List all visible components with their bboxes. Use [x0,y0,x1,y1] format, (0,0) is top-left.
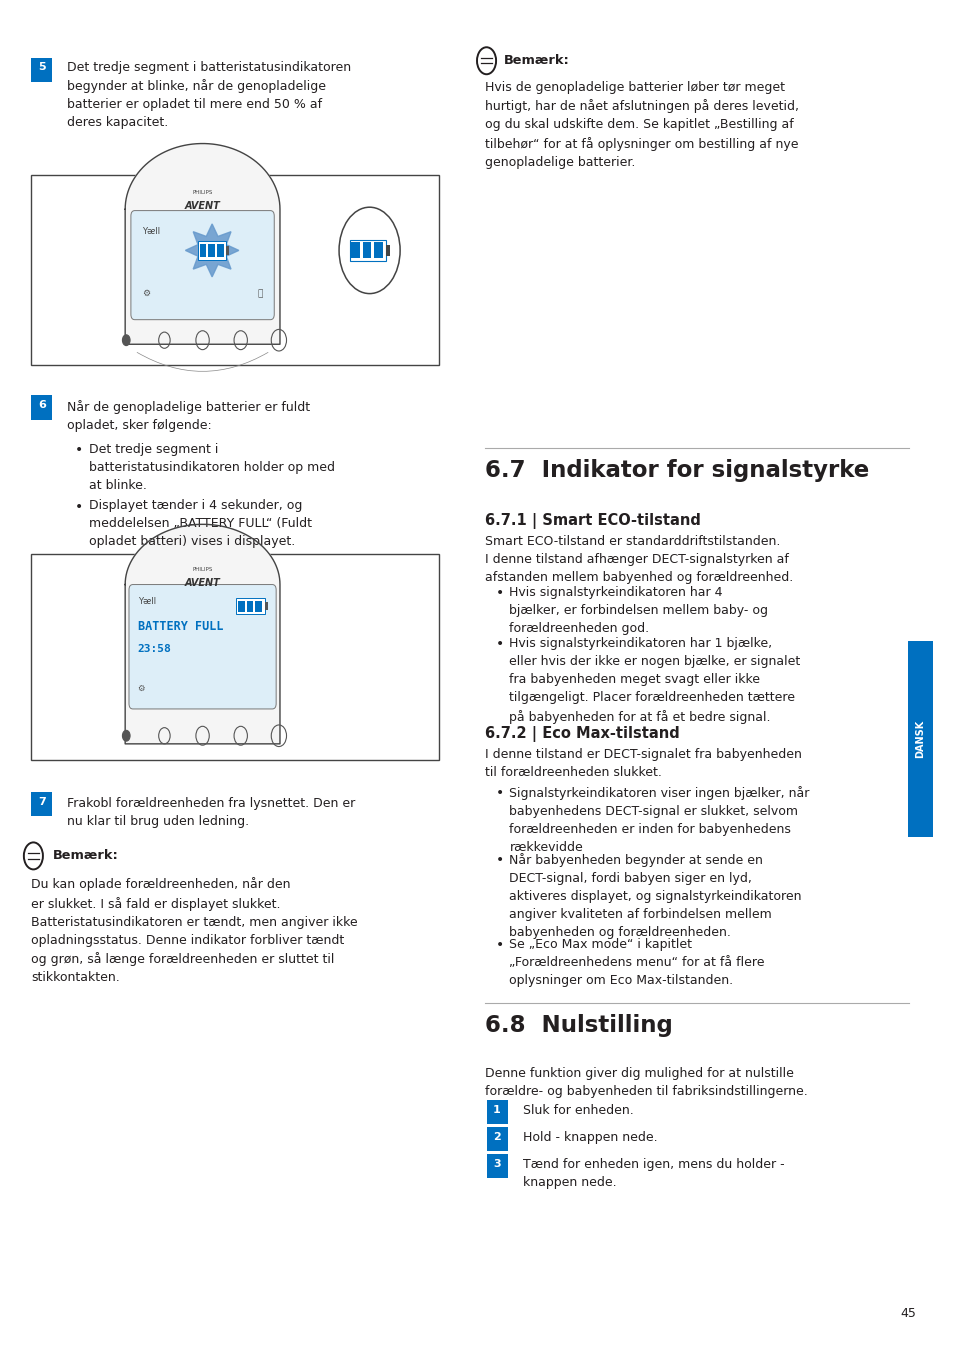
Text: Hold - knappen nede.: Hold - knappen nede. [522,1131,657,1145]
Text: 3: 3 [493,1158,500,1169]
Text: AVENT: AVENT [185,578,220,587]
Text: •: • [496,786,504,799]
FancyBboxPatch shape [31,58,52,82]
Text: •: • [75,443,84,456]
Text: Yᴂll: Yᴂll [137,597,155,606]
Text: •: • [496,586,504,599]
Bar [199,243,206,256]
Polygon shape [125,524,279,744]
Text: 1: 1 [493,1104,500,1115]
Bar [246,601,253,612]
Text: Smart ECO-tilstand er standarddriftstilstanden.
I denne tilstand afhænger DECT-s: Smart ECO-tilstand er standarddriftstils… [484,535,792,583]
Bar [254,601,261,612]
Text: 6: 6 [38,400,46,410]
Text: Det tredje segment i batteristatusindikatoren
begynder at blinke, når de genopla: Det tredje segment i batteristatusindika… [67,61,351,130]
FancyBboxPatch shape [486,1100,507,1125]
Bar [208,243,214,256]
Text: Du kan oplade forældreenheden, når den
er slukket. I så fald er displayet slukke: Du kan oplade forældreenheden, når den e… [31,878,357,984]
Bar [349,239,385,261]
FancyBboxPatch shape [31,396,52,420]
Text: Signalstyrkeindikatoren viser ingen bjælker, når
babyenhedens DECT-signal er slu: Signalstyrkeindikatoren viser ingen bjæl… [509,786,809,853]
Text: Se „Eco Max mode“ i kapitlet
„Forældreenhedens menu“ for at få flere
oplysninger: Se „Eco Max mode“ i kapitlet „Forældreen… [509,938,764,987]
Text: ⚙: ⚙ [137,683,145,693]
Bar [385,244,389,255]
Text: Yᴂll: Yᴂll [142,227,160,236]
Text: 6.8  Nulstilling: 6.8 Nulstilling [484,1014,672,1037]
Circle shape [122,730,130,741]
FancyBboxPatch shape [486,1127,507,1152]
Text: Hvis signalstyrkeindikatoren har 1 bjælke,
eller hvis der ikke er nogen bjælke, : Hvis signalstyrkeindikatoren har 1 bjælk… [509,637,800,724]
Text: Bemærk:: Bemærk: [503,54,569,68]
Bar [197,240,226,259]
Text: Bemærk:: Bemærk: [52,849,118,863]
Text: Tænd for enheden igen, mens du holder -
knappen nede.: Tænd for enheden igen, mens du holder - … [522,1158,783,1189]
Text: ⚙: ⚙ [142,289,151,298]
Text: Sluk for enheden.: Sluk for enheden. [522,1104,633,1118]
Text: Når babyenheden begynder at sende en
DECT-signal, fordi babyen siger en lyd,
akt: Når babyenheden begynder at sende en DEC… [509,853,801,940]
Text: 6.7.2 | Eco Max-tilstand: 6.7.2 | Eco Max-tilstand [484,726,679,743]
Text: Denne funktion giver dig mulighed for at nulstille
forældre- og babyenheden til : Denne funktion giver dig mulighed for at… [484,1066,806,1098]
Circle shape [122,335,130,346]
Bar [264,602,267,610]
Text: •: • [496,853,504,867]
Bar [31,554,438,760]
Text: 45: 45 [899,1307,915,1320]
Text: 6.7  Indikator for signalstyrke: 6.7 Indikator for signalstyrke [484,459,868,482]
Text: DANSK: DANSK [915,720,924,759]
FancyBboxPatch shape [129,585,275,709]
Text: PHILIPS: PHILIPS [193,567,213,572]
Text: 5: 5 [38,62,46,73]
Bar [362,242,371,258]
Text: •: • [496,637,504,651]
Bar [374,242,382,258]
Bar [216,243,223,256]
Text: Displayet tænder i 4 sekunder, og
meddelelsen „BATTERY FULL“ (Fuldt
opladet batt: Displayet tænder i 4 sekunder, og meddel… [89,500,312,548]
Text: AVENT: AVENT [185,201,220,211]
Text: •: • [496,938,504,952]
Text: 23:58: 23:58 [137,644,172,653]
FancyBboxPatch shape [131,211,274,320]
Bar [237,601,244,612]
Text: Hvis signalstyrkeindikatoren har 4
bjælker, er forbindelsen mellem baby- og
foræ: Hvis signalstyrkeindikatoren har 4 bjælk… [509,586,767,634]
Text: 7: 7 [38,796,46,807]
Text: ⏻: ⏻ [257,289,262,298]
FancyBboxPatch shape [486,1154,507,1179]
Text: 6.7.1 | Smart ECO-tilstand: 6.7.1 | Smart ECO-tilstand [484,513,700,529]
Text: BATTERY FULL: BATTERY FULL [137,620,223,633]
Text: Når de genopladelige batterier er fuldt
opladet, sker følgende:: Når de genopladelige batterier er fuldt … [67,400,310,432]
Text: Hvis de genopladelige batterier løber tør meget
hurtigt, har de nået afslutninge: Hvis de genopladelige batterier løber tø… [484,81,798,169]
Bar [351,242,359,258]
Text: Frakobl forældreenheden fra lysnettet. Den er
nu klar til brug uden ledning.: Frakobl forældreenheden fra lysnettet. D… [67,796,355,828]
Polygon shape [125,143,279,344]
FancyBboxPatch shape [31,792,52,817]
Text: I denne tilstand er DECT-signalet fra babyenheden
til forældreenheden slukket.: I denne tilstand er DECT-signalet fra ba… [484,748,801,779]
Bar [31,176,438,364]
Text: Det tredje segment i
batteristatusindikatoren holder op med
at blinke.: Det tredje segment i batteristatusindika… [89,443,335,491]
Polygon shape [185,224,238,277]
Text: PHILIPS: PHILIPS [193,190,213,196]
Bar [226,246,229,255]
Bar [235,598,264,614]
Text: •: • [75,500,84,513]
Text: 2: 2 [493,1131,500,1142]
